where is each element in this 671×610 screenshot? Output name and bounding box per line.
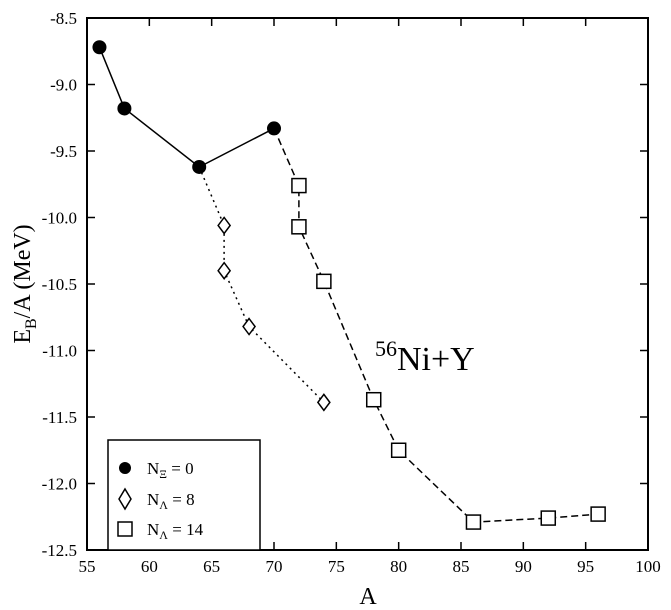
legend-label-series-3-rest: = 14 (168, 520, 204, 539)
data-point-series-1 (92, 40, 107, 55)
x-tick-label: 100 (635, 557, 661, 576)
legend-label-series-2-rest: = 8 (168, 490, 195, 509)
y-axis-label-main: E (10, 329, 36, 344)
x-tick-label: 75 (328, 557, 345, 576)
legend-marker-filled-circle (119, 462, 131, 474)
data-point-series-1 (267, 121, 281, 136)
legend-label-series-1-sub: Ξ (159, 467, 167, 481)
x-tick-label: 60 (141, 557, 158, 576)
x-tick-label: 95 (577, 557, 594, 576)
data-point-series-1 (117, 101, 132, 116)
x-tick-label: 90 (515, 557, 532, 576)
data-point-series-3 (590, 506, 606, 522)
legend-label-series-2: NΛ = 8 (147, 490, 195, 512)
legend-label-series-1-rest: = 0 (167, 459, 194, 478)
ticks-group (86, 17, 649, 551)
legend-label-series-2-sub: Λ (159, 498, 168, 512)
annotation-superscript: 56 (375, 336, 397, 361)
y-tick-label: -11.0 (42, 342, 77, 361)
y-axis-label-rest: /A (MeV) (10, 224, 36, 318)
y-tick-label: -8.5 (50, 9, 77, 28)
legend-box (107, 439, 261, 551)
y-tick-label: -12.5 (42, 541, 77, 560)
data-point-series-3 (390, 442, 407, 458)
legend-marker-open-diamond (118, 487, 132, 511)
data-point-series-3 (465, 514, 482, 530)
x-tick-label: 70 (266, 557, 283, 576)
data-point-series-2 (242, 317, 257, 336)
y-tick-label: -10.5 (42, 275, 77, 294)
y-axis-label-sub: B (23, 318, 40, 329)
data-point-series-3 (316, 273, 332, 290)
legend-label-series-3: NΛ = 14 (147, 520, 204, 542)
data-point-series-1 (192, 159, 207, 174)
legend-label-series-1: NΞ = 0 (147, 459, 194, 481)
data-point-series-2 (217, 216, 232, 235)
y-tick-label: -9.0 (50, 76, 77, 95)
data-point-series-3 (540, 510, 557, 526)
data-point-series-3 (291, 219, 307, 235)
x-tick-label: 85 (453, 557, 470, 576)
series-line-1 (98, 47, 275, 168)
legend-label-series-2-main: N (147, 490, 159, 509)
data-point-series-2 (316, 393, 331, 412)
y-tick-label: -12.0 (42, 475, 77, 494)
y-tick-label: -9.5 (50, 142, 77, 161)
y-axis-label: EB/A (MeV) (10, 224, 40, 343)
y-tick-label: -11.5 (42, 408, 77, 427)
x-tick-label: 55 (79, 557, 96, 576)
tick-labels-group: 55 60 65 70 75 80 85 90 95 100 -8.5 -9.0 -9.5 -10.0 -1… (42, 9, 661, 576)
y-tick-label: -10.0 (42, 209, 77, 228)
series-markers-group (92, 40, 606, 530)
legend-label-series-3-main: N (147, 520, 159, 539)
data-point-series-3 (365, 391, 382, 408)
x-tick-label: 80 (390, 557, 407, 576)
legend-label-series-3-sub: Λ (159, 528, 168, 542)
x-axis-label: A (359, 584, 377, 610)
data-point-series-2 (217, 261, 232, 280)
x-tick-label: 65 (203, 557, 220, 576)
annotation-label: 56Ni+Y (375, 336, 475, 378)
series-line-2 (198, 166, 325, 403)
legend-marker-open-square (117, 521, 133, 537)
legend-label-series-1-main: N (147, 459, 159, 478)
legend: NΞ = 0 NΛ = 8 NΛ = 14 (107, 439, 261, 551)
series-line-3 (273, 128, 599, 523)
data-point-series-3 (291, 177, 307, 194)
annotation-text: Ni+Y (397, 341, 475, 378)
